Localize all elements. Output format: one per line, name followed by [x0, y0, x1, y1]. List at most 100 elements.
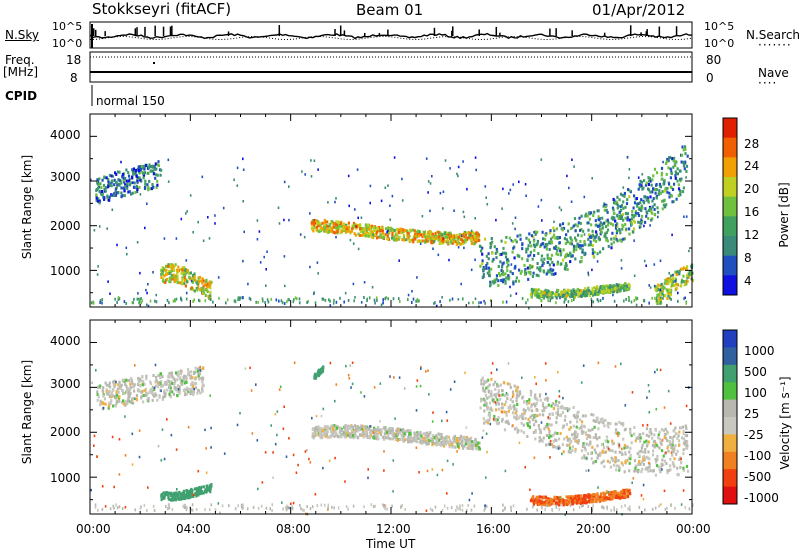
data-cell	[187, 387, 190, 391]
data-cell	[315, 219, 318, 223]
data-cell	[354, 233, 357, 237]
ground-cell	[347, 299, 350, 302]
data-cell	[575, 413, 578, 417]
data-cell	[568, 446, 572, 450]
data-cell	[496, 398, 499, 402]
data-cell	[674, 176, 677, 180]
data-cell	[652, 449, 655, 453]
data-cell	[109, 401, 112, 405]
data-cell	[165, 273, 168, 276]
data-cell	[497, 279, 500, 283]
data-cell	[143, 187, 147, 190]
data-cell	[684, 145, 687, 149]
data-cell	[401, 238, 404, 242]
data-cell	[392, 434, 395, 437]
data-cell	[313, 223, 316, 227]
data-cell	[396, 429, 399, 433]
data-cell	[604, 498, 607, 502]
data-cell	[192, 274, 195, 277]
data-cell	[571, 449, 574, 452]
data-cell	[490, 267, 493, 271]
data-cell	[118, 382, 121, 386]
data-cell	[614, 234, 617, 238]
data-cell	[174, 277, 177, 281]
noise-cell	[283, 218, 285, 222]
noise-cell	[309, 212, 311, 215]
data-cell	[658, 430, 661, 434]
data-cell	[536, 230, 539, 234]
noise-cell	[389, 218, 391, 221]
data-cell	[606, 287, 609, 291]
data-cell	[639, 433, 642, 436]
data-cell	[639, 449, 642, 453]
data-cell	[640, 180, 644, 184]
data-cell	[521, 416, 524, 420]
data-cell	[455, 439, 459, 443]
data-cell	[528, 240, 532, 244]
data-cell	[358, 428, 361, 432]
data-cell	[518, 268, 521, 272]
data-cell	[414, 237, 417, 241]
data-cell	[518, 390, 521, 394]
data-cell	[594, 451, 597, 455]
ground-cell	[92, 300, 94, 304]
data-cell	[364, 426, 367, 430]
data-cell	[671, 443, 674, 447]
data-cell	[398, 428, 401, 432]
data-cell	[538, 495, 542, 499]
data-cell	[461, 439, 464, 443]
data-cell	[640, 446, 643, 450]
data-cell	[136, 176, 139, 180]
data-cell	[594, 460, 597, 463]
data-cell	[642, 455, 646, 459]
data-cell	[204, 288, 207, 292]
data-cell	[411, 238, 414, 242]
data-cell	[107, 384, 111, 388]
ground-cell	[623, 299, 625, 303]
data-cell	[161, 397, 164, 401]
data-cell	[100, 401, 103, 405]
data-cell	[148, 179, 151, 183]
data-cell	[606, 228, 610, 232]
data-cell	[561, 228, 564, 232]
noise-cell	[202, 239, 205, 242]
data-cell	[619, 288, 622, 292]
data-cell	[644, 207, 647, 211]
data-cell	[352, 429, 355, 433]
data-cell	[657, 192, 661, 196]
data-cell	[386, 237, 389, 241]
data-cell	[189, 387, 192, 391]
data-cell	[521, 396, 524, 400]
data-cell	[488, 383, 491, 387]
data-cell	[536, 414, 539, 417]
data-cell	[143, 382, 146, 386]
data-cell	[606, 218, 609, 222]
data-cell	[487, 385, 490, 389]
data-cell	[470, 440, 473, 444]
data-cell	[489, 246, 492, 250]
data-cell	[490, 390, 493, 394]
data-cell	[102, 394, 105, 398]
noise-cell	[288, 185, 290, 188]
data-cell	[495, 408, 498, 412]
data-cell	[192, 495, 195, 498]
ground-cell	[154, 299, 156, 303]
noise-cell	[152, 271, 154, 274]
data-cell	[97, 186, 100, 190]
data-cell	[501, 389, 504, 393]
data-cell	[386, 234, 389, 238]
data-cell	[122, 399, 125, 403]
data-cell	[429, 230, 432, 234]
data-cell	[370, 231, 373, 235]
data-cell	[446, 238, 449, 242]
data-cell	[629, 446, 632, 450]
data-cell	[457, 241, 460, 245]
data-cell	[597, 215, 600, 219]
data-cell	[635, 197, 638, 200]
data-cell	[368, 226, 371, 229]
data-cell	[360, 234, 363, 237]
data-cell	[601, 417, 604, 421]
data-cell	[532, 243, 536, 247]
noise-cell	[587, 273, 590, 277]
data-cell	[470, 242, 473, 246]
